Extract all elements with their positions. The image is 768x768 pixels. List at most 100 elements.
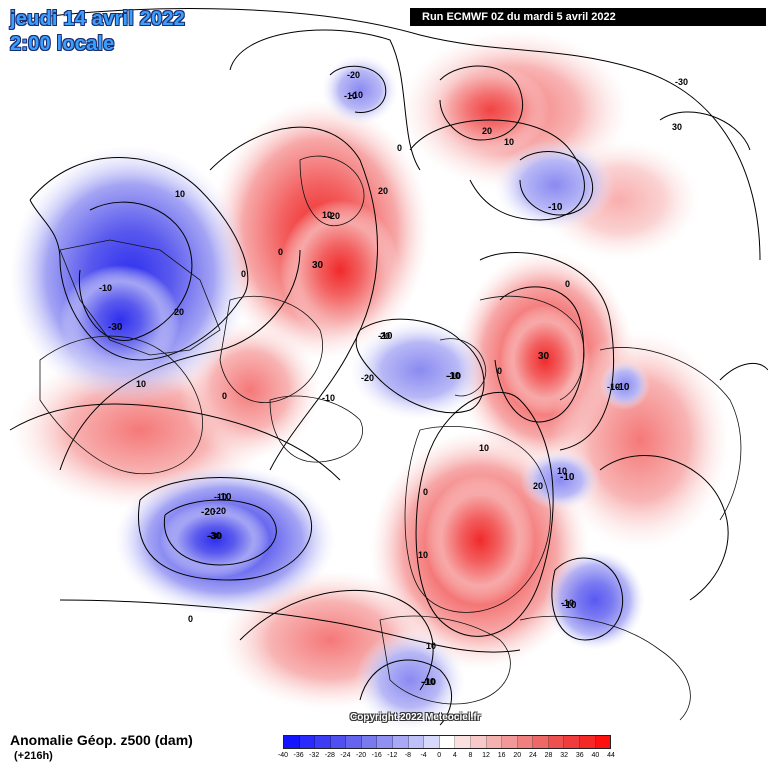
legend-swatch: [517, 736, 534, 748]
contour-value-label: 10: [175, 189, 186, 199]
date-line: jeudi 14 avril 2022: [10, 8, 186, 30]
legend-swatch: [361, 736, 378, 748]
legend-swatch: [393, 736, 409, 748]
legend-swatch: [502, 736, 518, 748]
field-title: Anomalie Géop. z500 (dam): [10, 732, 193, 748]
contour-value-label: 10: [504, 137, 515, 147]
contour-value-label: 20: [482, 126, 493, 136]
contour-value-label: -30: [675, 77, 689, 87]
contour-value-label: -10: [99, 283, 113, 293]
contour-value-label: 0: [497, 366, 503, 376]
low-anomaly-center-label: -10: [562, 600, 577, 611]
legend-swatch: [330, 736, 347, 748]
contour-value-label: 0: [423, 487, 429, 497]
legend-tick-label: -36: [293, 752, 304, 759]
contour-value-label: -10: [423, 677, 437, 687]
contour-value-label: -10: [322, 393, 336, 403]
contour-value-label: 20: [533, 481, 544, 491]
coastlines: [39, 155, 742, 721]
anomaly-fields: [10, 30, 730, 730]
low-anomaly-center-label: -10: [615, 382, 630, 393]
lead-time: (+216h): [14, 750, 53, 762]
low-anomaly-center-label: -20: [201, 507, 216, 518]
legend-tick-label: -16: [371, 752, 382, 759]
legend-tick-label: 28: [544, 752, 553, 759]
contour-value-label: 10: [426, 641, 437, 651]
color-legend-ticks: -40 -36 -32 -28 -24 -20 -16 -12 -8 -4 0 4 8 12 16 20 24 2…: [278, 752, 615, 762]
contour-value-label: 0: [397, 143, 403, 153]
low-anomaly-center-label: -10: [378, 331, 393, 342]
contour-value-label: 0: [565, 279, 571, 289]
legend-swatch: [439, 736, 456, 748]
legend-tick-label: 40: [591, 752, 600, 759]
legend-swatch: [470, 736, 487, 748]
contour-value-label: 0: [241, 269, 247, 279]
contour-value-label: 10: [136, 379, 147, 389]
contour-value-label: -10: [448, 371, 462, 381]
legend-tick-label: 32: [560, 752, 569, 759]
legend-swatch: [455, 736, 471, 748]
contour-value-label: -10: [344, 91, 358, 101]
legend-tick-label: 24: [528, 752, 537, 759]
time-line: 2:00 locale: [10, 33, 115, 55]
contour-value-label: 10: [322, 210, 333, 220]
legend-tick-label: -32: [309, 752, 320, 759]
legend-swatch: [486, 736, 503, 748]
contour-value-label: 20: [380, 331, 391, 341]
legend-tick-label: 44: [607, 752, 615, 759]
legend-swatch: [284, 736, 300, 748]
low-anomaly-center-label: -10: [446, 371, 461, 382]
legend-swatch: [377, 736, 394, 748]
legend-swatch: [315, 736, 331, 748]
contour-value-label: -20: [347, 70, 361, 80]
legend-tick-label: -12: [387, 752, 398, 759]
contour-value-label: -10: [607, 382, 621, 392]
legend-tick-label: 16: [497, 752, 506, 759]
low-anomaly-center-label: -10: [421, 677, 436, 688]
low-anomaly-center-label: -10: [217, 492, 232, 503]
low-anomaly-center-label: -30: [108, 322, 123, 333]
legend-tick-label: -40: [277, 752, 289, 759]
contour-value-label: 10: [479, 443, 490, 453]
legend-tick-label: -4: [420, 752, 427, 759]
high-anomaly-center-label: 30: [538, 351, 550, 362]
contour-value-label: 30: [672, 122, 683, 132]
contour-value-label: 0: [188, 614, 194, 624]
color-legend-bar: [283, 735, 611, 749]
legend-swatch: [299, 736, 316, 748]
contour-value-label: -20: [361, 373, 375, 383]
legend-tick-label: -20: [356, 752, 367, 759]
legend-swatch: [408, 736, 425, 748]
contour-value-label: 10: [557, 466, 568, 476]
run-banner: Run ECMWF 0Z du mardi 5 avril 2022: [410, 8, 766, 26]
high-anomaly-center-label: 30: [312, 260, 324, 271]
contour-value-label: 0: [278, 247, 284, 257]
legend-tick-label: 0: [437, 752, 442, 759]
contour-value-label: -20: [327, 211, 341, 221]
legend-tick-label: -24: [340, 752, 351, 759]
contour-value-label: -20: [213, 506, 227, 516]
legend-swatch: [424, 736, 440, 748]
legend-swatch: [579, 736, 596, 748]
contour-value-label: -30: [209, 531, 223, 541]
contour-value-label: 10: [418, 550, 429, 560]
legend-tick-label: 36: [575, 752, 584, 759]
legend-tick-label: -8: [404, 752, 412, 759]
contour-value-label: -10: [561, 598, 575, 608]
legend-swatch: [548, 736, 565, 748]
contour-value-label: 0: [222, 391, 228, 401]
legend-swatch: [346, 736, 362, 748]
copyright-text: Copyright 2022 Meteociel.fr: [350, 712, 481, 723]
legend-tick-label: 8: [468, 752, 473, 759]
contour-value-label: 20: [174, 307, 185, 317]
contour-value-label: 20: [378, 186, 389, 196]
low-anomaly-center-label: -10: [560, 472, 575, 483]
low-anomaly-center-label: -10: [548, 202, 563, 213]
legend-tick-label: -28: [324, 752, 335, 759]
legend-swatch: [564, 736, 580, 748]
legend-swatch: [595, 736, 611, 748]
contour-value-label: -10: [350, 90, 364, 100]
legend-tick-label: 12: [482, 752, 490, 759]
